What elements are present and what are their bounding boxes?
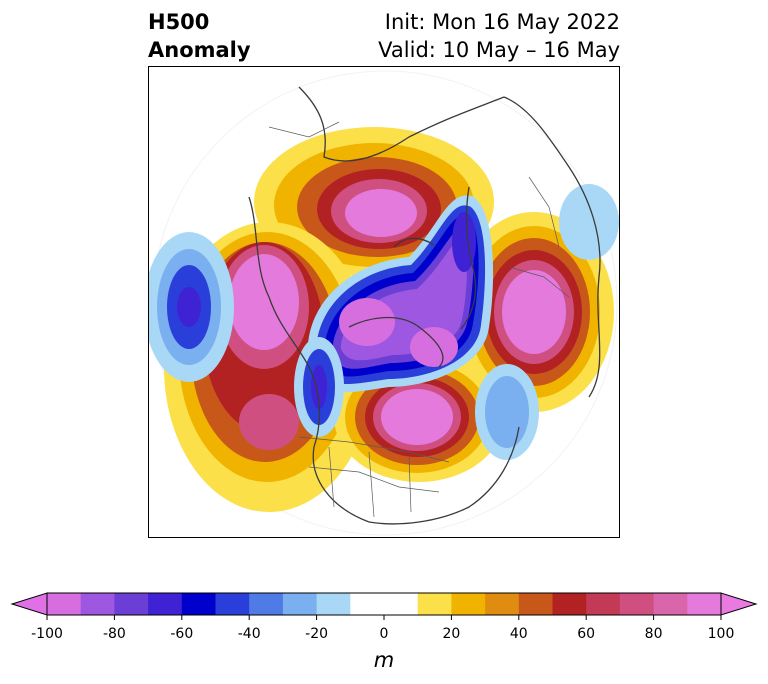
colorbar-tick-label: -20 bbox=[305, 626, 329, 642]
plot-title: H500 Anomaly bbox=[148, 8, 251, 64]
colorbar-segment bbox=[249, 593, 284, 615]
colorbar-tick-label: 100 bbox=[707, 626, 735, 642]
colorbar-segment bbox=[350, 593, 385, 615]
anomaly-center-far-west-negative bbox=[149, 232, 234, 382]
anomaly-center-northeast-negative bbox=[559, 184, 619, 260]
colorbar-segment bbox=[181, 593, 216, 615]
colorbar-over-arrow bbox=[720, 592, 758, 616]
colorbar-segment bbox=[47, 593, 82, 615]
colorbar-segment bbox=[653, 593, 688, 615]
colorbar-segment bbox=[485, 593, 520, 615]
map-canvas bbox=[149, 70, 619, 536]
colorbar-tick-label: -80 bbox=[102, 626, 126, 642]
colorbar bbox=[0, 585, 768, 629]
init-date-label: Init: Mon 16 May 2022 bbox=[384, 10, 620, 34]
colorbar-units: m bbox=[373, 648, 395, 672]
colorbar-segment bbox=[451, 593, 486, 615]
anomaly-map bbox=[148, 66, 620, 538]
anomaly-center-east-asia bbox=[454, 212, 614, 412]
colorbar-segment bbox=[417, 593, 452, 615]
colorbar-tick-label: 0 bbox=[379, 626, 389, 642]
title-field-type: Anomaly bbox=[148, 38, 251, 62]
colorbar-segment bbox=[148, 593, 183, 615]
colorbar-tick-label: -40 bbox=[237, 626, 261, 642]
valid-range-label: Valid: 10 May – 16 May bbox=[378, 38, 620, 62]
colorbar-segment bbox=[619, 593, 655, 615]
colorbar-tick-label: -100 bbox=[31, 626, 63, 642]
colorbar-tick-label: 80 bbox=[644, 626, 663, 642]
colorbar-tick-label: 40 bbox=[509, 626, 528, 642]
colorbar-segment bbox=[586, 593, 621, 615]
colorbar-segment bbox=[80, 593, 115, 615]
colorbar-tick-label: 60 bbox=[577, 626, 596, 642]
colorbar-segment bbox=[384, 593, 419, 615]
colorbar-under-arrow bbox=[10, 592, 48, 616]
colorbar-segment bbox=[215, 593, 250, 615]
anomaly-center-arctic-negative bbox=[307, 195, 494, 393]
colorbar-segment bbox=[114, 593, 149, 615]
political-borders bbox=[268, 121, 570, 518]
anomaly-center-north-atlantic-negative bbox=[475, 364, 539, 460]
colorbar-segment bbox=[316, 593, 351, 615]
plot-subtitle: Init: Mon 16 May 2022 Valid: 10 May – 16… bbox=[378, 8, 620, 64]
colorbar-segment bbox=[687, 593, 722, 615]
colorbar-tick-label: 20 bbox=[442, 626, 461, 642]
coastlines bbox=[248, 86, 601, 525]
colorbar-segment bbox=[552, 593, 587, 615]
colorbar-segment bbox=[282, 593, 318, 615]
anomaly-center-east-north-america bbox=[334, 352, 504, 482]
colorbar-segment bbox=[518, 593, 553, 615]
colorbar-svg bbox=[10, 592, 758, 620]
title-field-name: H500 bbox=[148, 10, 210, 34]
colorbar-tick-label: -60 bbox=[170, 626, 194, 642]
